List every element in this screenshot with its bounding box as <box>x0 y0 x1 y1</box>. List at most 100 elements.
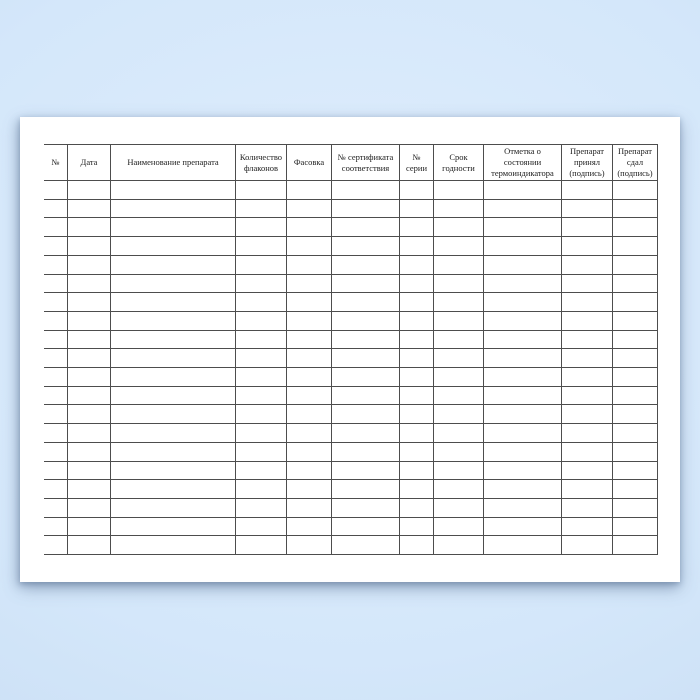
table-cell <box>484 498 562 517</box>
table-cell <box>236 293 287 311</box>
table-cell <box>287 311 332 330</box>
table-cell <box>287 517 332 536</box>
table-cell <box>236 368 287 386</box>
table-cell <box>562 517 613 536</box>
table-cell <box>287 330 332 349</box>
table-cell <box>44 255 68 274</box>
table-cell <box>287 424 332 442</box>
column-header-vial-count: Количество флаконов <box>236 145 287 180</box>
table-cell <box>68 405 111 424</box>
table-row <box>44 293 658 312</box>
table-cell <box>111 274 236 293</box>
table-cell <box>68 218 111 237</box>
table-row <box>44 498 658 518</box>
table-cell <box>400 386 434 405</box>
table-cell <box>434 255 484 274</box>
table-cell <box>613 311 658 330</box>
table-cell <box>613 461 658 480</box>
table-cell <box>332 237 400 255</box>
table-row <box>44 199 658 219</box>
table-cell <box>400 330 434 349</box>
register-table: № Дата Наименование препарата Количество… <box>44 144 658 556</box>
table-row <box>44 461 658 481</box>
table-cell <box>613 424 658 442</box>
table-cell <box>111 517 236 536</box>
table-cell <box>287 368 332 386</box>
table-cell <box>68 293 111 311</box>
table-cell <box>236 498 287 517</box>
table-cell <box>434 237 484 255</box>
table-cell <box>287 405 332 424</box>
table-cell <box>562 349 613 368</box>
table-cell <box>400 218 434 237</box>
table-cell <box>111 181 236 199</box>
table-cell <box>484 517 562 536</box>
table-cell <box>484 386 562 405</box>
table-cell <box>68 199 111 218</box>
table-cell <box>111 368 236 386</box>
table-cell <box>236 218 287 237</box>
table-cell <box>400 461 434 480</box>
table-cell <box>613 181 658 199</box>
table-cell <box>68 255 111 274</box>
table-cell <box>44 293 68 311</box>
table-row <box>44 181 658 200</box>
table-cell <box>400 517 434 536</box>
table-cell <box>434 218 484 237</box>
table-cell <box>484 199 562 218</box>
table-cell <box>562 311 613 330</box>
table-cell <box>434 480 484 498</box>
table-cell <box>400 293 434 311</box>
table-cell <box>111 405 236 424</box>
table-cell <box>434 405 484 424</box>
column-header-date: Дата <box>68 145 111 180</box>
table-cell <box>44 330 68 349</box>
table-cell <box>613 330 658 349</box>
table-cell <box>434 498 484 517</box>
table-cell <box>332 480 400 498</box>
table-cell <box>68 424 111 442</box>
table-cell <box>332 368 400 386</box>
table-cell <box>287 442 332 461</box>
table-cell <box>287 293 332 311</box>
table-cell <box>400 237 434 255</box>
table-cell <box>287 274 332 293</box>
column-header-certificate-no: № сертификата соответствия <box>332 145 400 180</box>
table-cell <box>613 368 658 386</box>
table-cell <box>68 368 111 386</box>
table-cell <box>400 181 434 199</box>
table-cell <box>400 498 434 517</box>
table-cell <box>111 349 236 368</box>
table-cell <box>484 368 562 386</box>
table-row <box>44 386 658 406</box>
table-cell <box>400 424 434 442</box>
table-cell <box>484 330 562 349</box>
table-cell <box>434 536 484 555</box>
table-cell <box>236 274 287 293</box>
table-cell <box>562 330 613 349</box>
table-cell <box>44 237 68 255</box>
table-cell <box>68 274 111 293</box>
table-cell <box>332 293 400 311</box>
table-cell <box>484 293 562 311</box>
table-cell <box>287 461 332 480</box>
table-row <box>44 405 658 425</box>
table-cell <box>236 199 287 218</box>
table-cell <box>400 349 434 368</box>
table-cell <box>434 199 484 218</box>
column-header-batch-no: № серии <box>400 145 434 180</box>
table-cell <box>236 480 287 498</box>
table-cell <box>332 405 400 424</box>
table-cell <box>400 536 434 555</box>
table-cell <box>332 517 400 536</box>
table-cell <box>68 442 111 461</box>
scanned-sheet: № Дата Наименование препарата Количество… <box>20 117 680 582</box>
table-cell <box>44 405 68 424</box>
table-cell <box>484 181 562 199</box>
table-row <box>44 349 658 369</box>
table-cell <box>434 386 484 405</box>
column-header-expiry: Срок годности <box>434 145 484 180</box>
table-cell <box>44 218 68 237</box>
table-row <box>44 442 658 462</box>
table-row <box>44 218 658 238</box>
